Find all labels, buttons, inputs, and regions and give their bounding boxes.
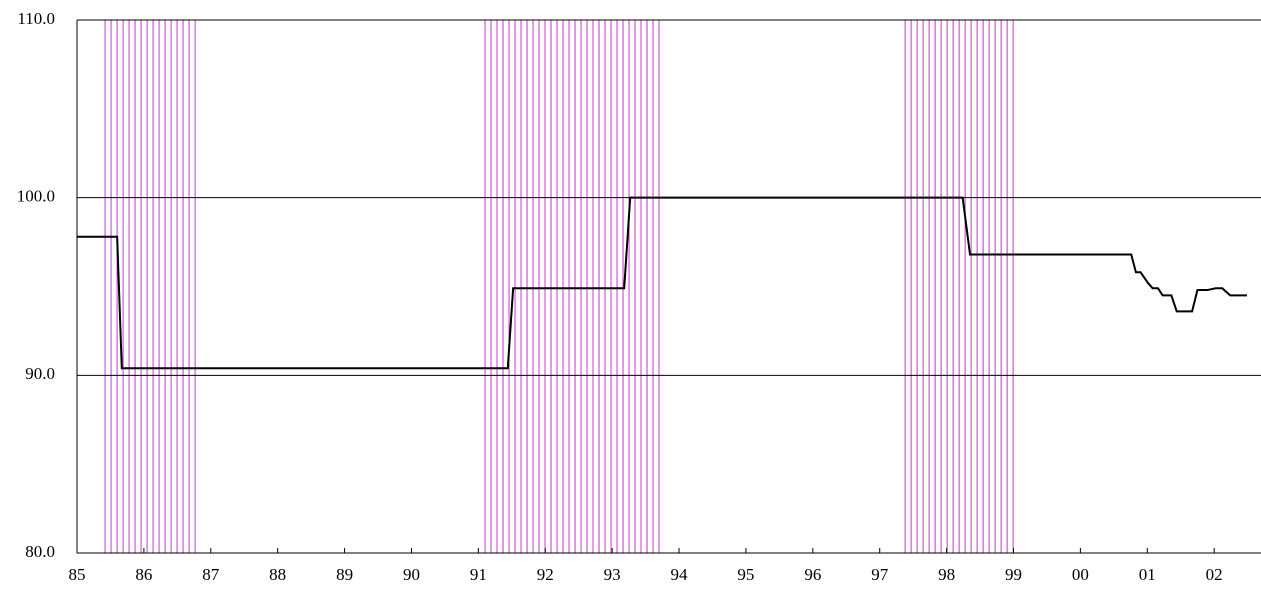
y-tick-label: 90.0: [25, 364, 55, 383]
x-tick-label: 93: [604, 565, 621, 584]
y-tick-label: 110.0: [17, 9, 55, 28]
x-tick-label: 00: [1072, 565, 1089, 584]
x-tick-label: 96: [804, 565, 821, 584]
data-line: [77, 196, 1247, 370]
x-tick-label: 01: [1139, 565, 1156, 584]
x-tick-label: 95: [737, 565, 754, 584]
x-tick-label: 97: [871, 565, 889, 584]
x-tick-label: 94: [671, 565, 689, 584]
x-tick-label: 88: [269, 565, 286, 584]
x-tick-label: 99: [1005, 565, 1022, 584]
x-tick-label: 90: [403, 565, 420, 584]
shaded-band: [104, 20, 196, 553]
x-tick-label: 85: [69, 565, 86, 584]
x-tick-label: 89: [336, 565, 353, 584]
x-tick-label: 91: [470, 565, 487, 584]
y-tick-label: 80.0: [25, 542, 55, 561]
x-tick-label: 98: [938, 565, 955, 584]
x-tick-label: 02: [1206, 565, 1223, 584]
shaded-band: [484, 20, 660, 553]
x-tick-label: 86: [135, 565, 152, 584]
shaded-band: [904, 20, 1014, 553]
y-tick-label: 100.0: [17, 187, 55, 206]
x-tick-label: 92: [537, 565, 554, 584]
x-tick-label: 87: [202, 565, 220, 584]
